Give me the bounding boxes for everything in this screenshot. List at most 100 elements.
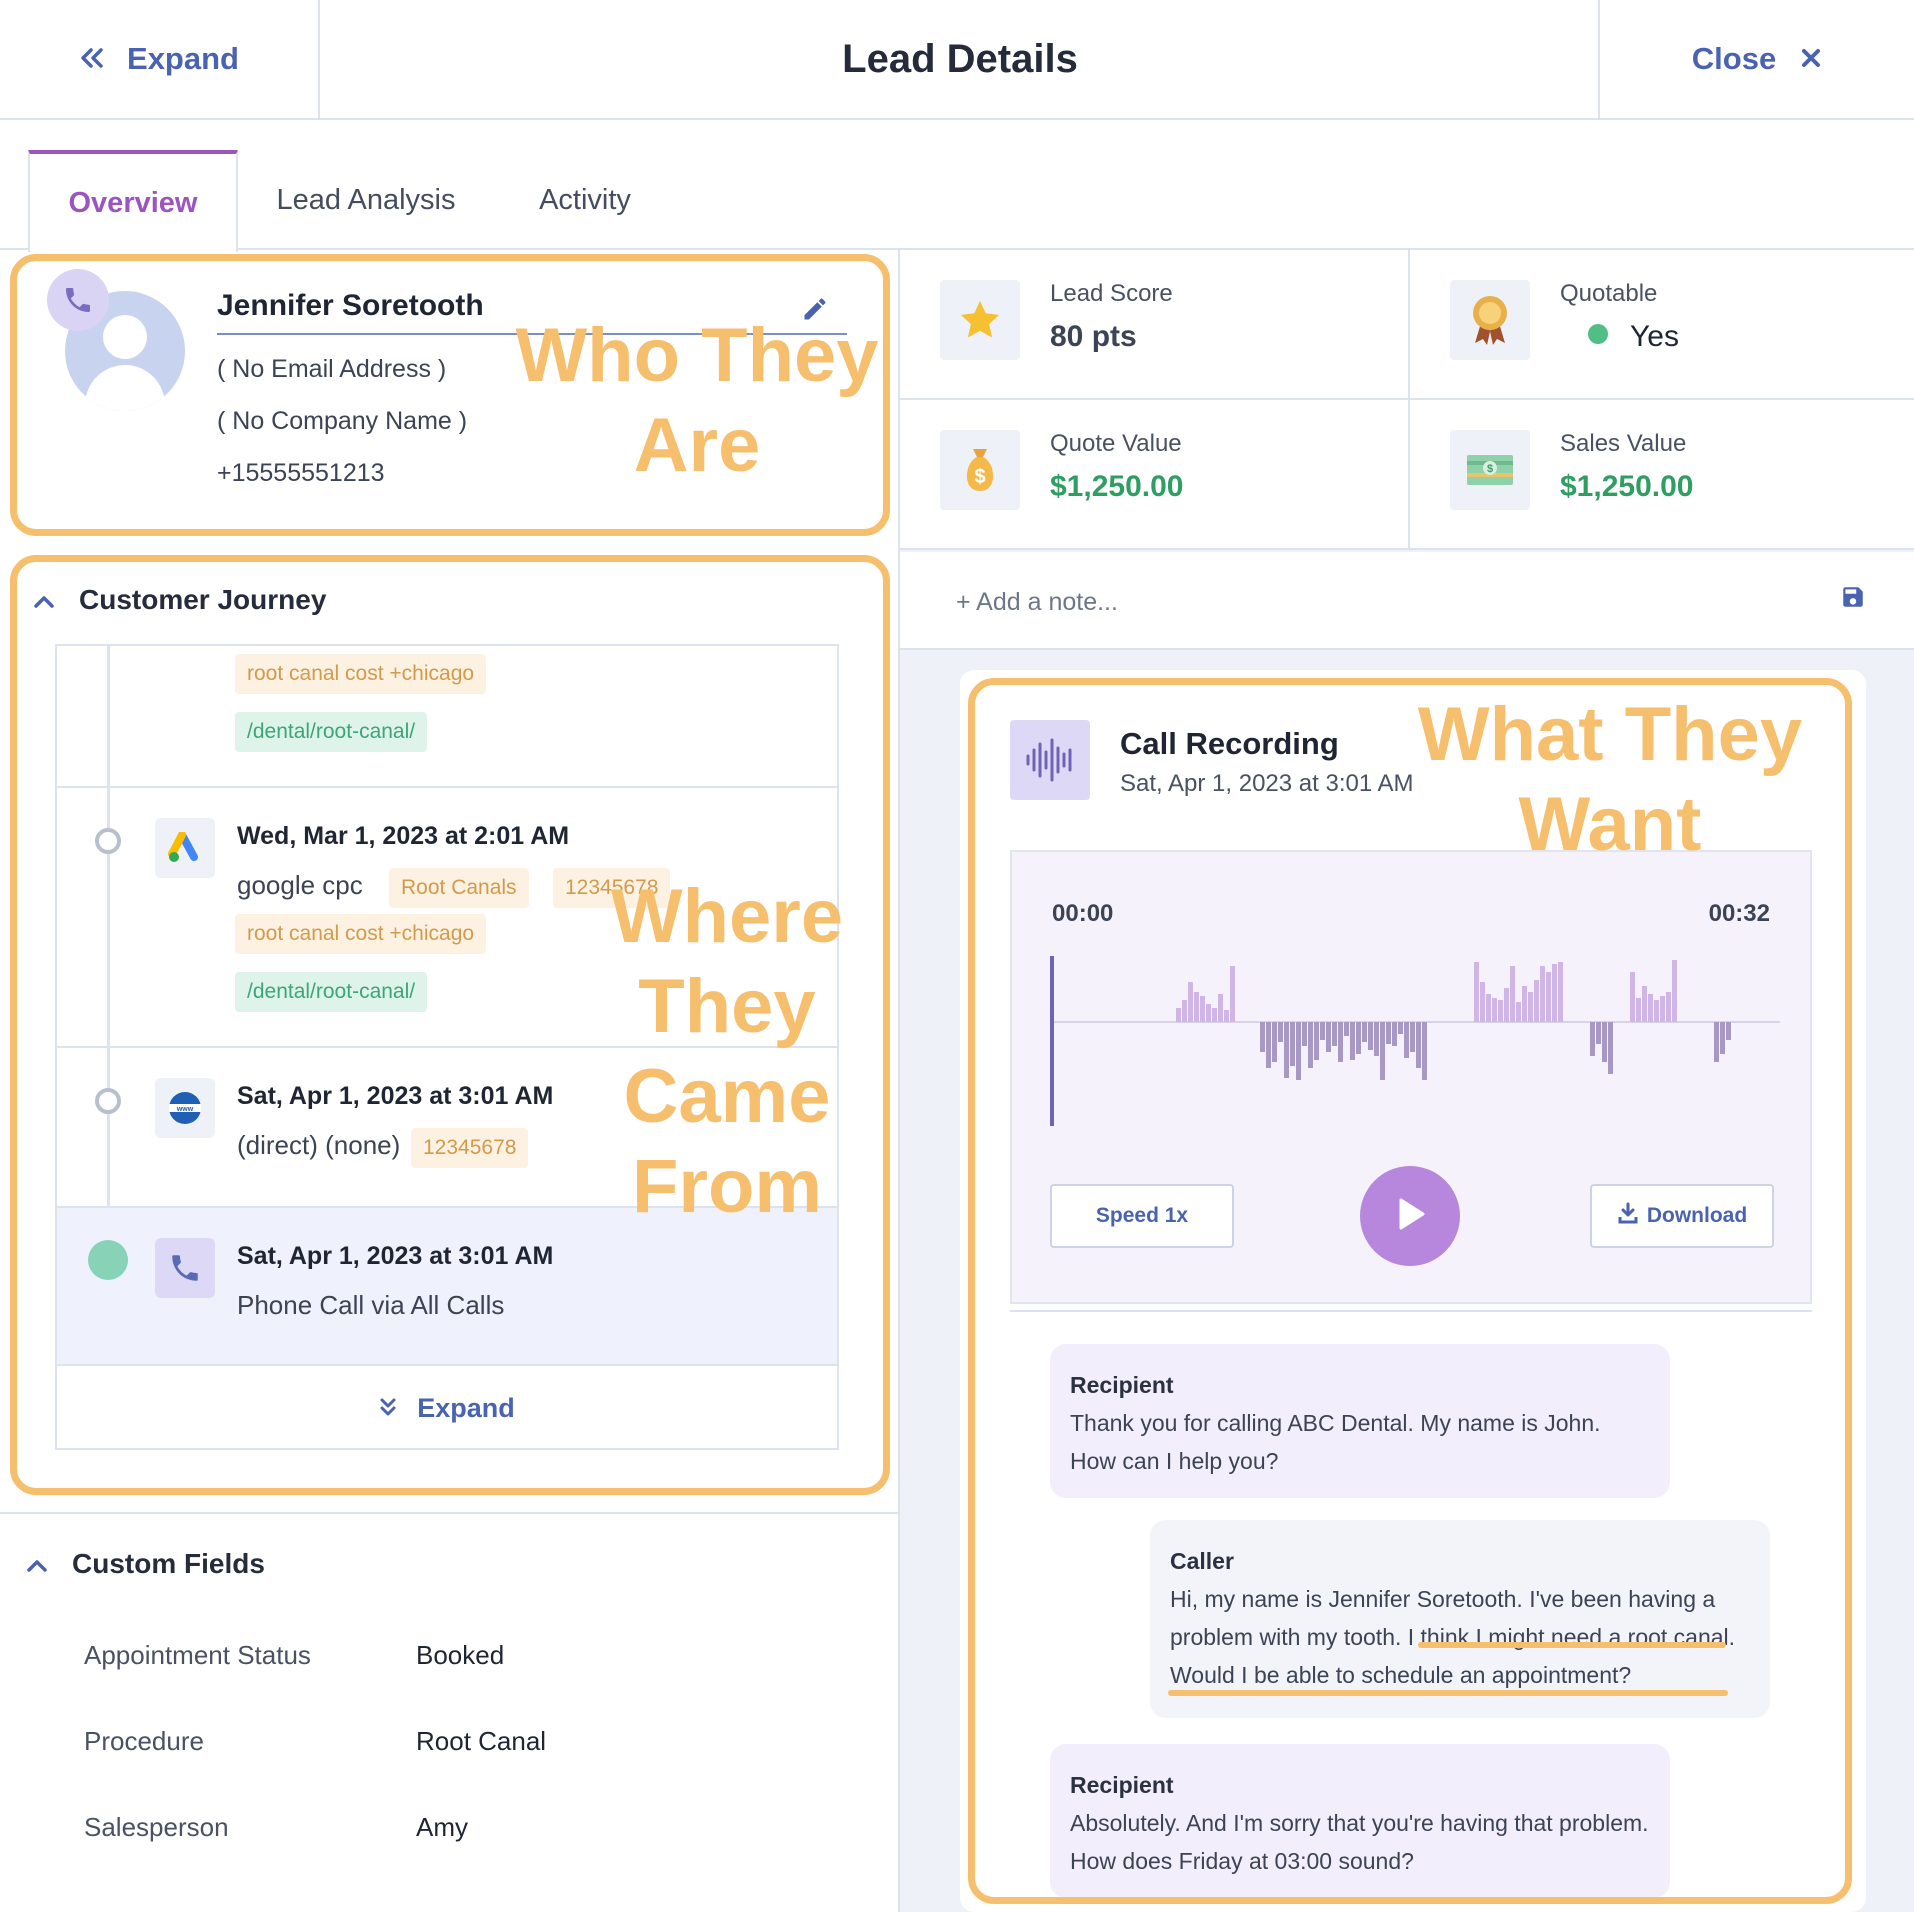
field-value: Amy — [416, 1812, 468, 1842]
customer-journey: Customer Journey root canal cost +chicag… — [10, 555, 890, 1495]
tag: /dental/root-canal/ — [235, 712, 428, 752]
waveform-bar — [1660, 996, 1665, 1022]
waveform-bar — [1540, 966, 1545, 1022]
tab-overview[interactable]: Overview — [28, 150, 238, 252]
phone-icon — [155, 1238, 215, 1298]
journey-source: (direct) (none) — [237, 1130, 401, 1160]
waveform-bar — [1636, 998, 1641, 1022]
award-ribbon-icon — [1450, 280, 1530, 360]
waveform-bar — [1380, 1022, 1385, 1080]
list-item: root canal cost +chicago /dental/root-ca… — [57, 646, 837, 788]
close-label: Close — [1691, 41, 1777, 76]
timeline-dot-current — [88, 1240, 128, 1280]
waveform-bar — [1630, 972, 1635, 1022]
waveform-bar — [1404, 1022, 1409, 1058]
waveform-bar — [1720, 1022, 1725, 1054]
tab-lead-analysis[interactable]: Lead Analysis — [276, 183, 456, 216]
divider — [900, 398, 1914, 400]
download-button[interactable]: Download — [1590, 1184, 1774, 1248]
waveform-bar — [1596, 1022, 1601, 1044]
waveform-bar — [1230, 966, 1235, 1022]
custom-fields-header[interactable]: Custom Fields — [26, 1548, 265, 1580]
highlight-underline — [1168, 1690, 1728, 1696]
waveform-bar — [1486, 994, 1491, 1022]
right-column: Lead Score 80 pts Quotable Yes $ Quote V… — [900, 250, 1914, 1912]
waveform-bar — [1356, 1022, 1361, 1054]
waveform-bar — [1398, 1022, 1403, 1034]
journey-date: Sat, Apr 1, 2023 at 3:01 AM — [237, 1242, 554, 1270]
stat-value: 80 pts — [1050, 320, 1137, 353]
waveform-bar — [1492, 998, 1497, 1022]
waveform-bar — [1422, 1022, 1427, 1080]
contact-email: ( No Email Address ) — [217, 355, 447, 383]
status-dot — [1588, 324, 1608, 344]
custom-fields-title: Custom Fields — [72, 1548, 265, 1579]
waveform-bar — [1200, 996, 1205, 1022]
contact-name[interactable]: Jennifer Soretooth — [217, 289, 847, 335]
svg-text:$: $ — [1487, 463, 1493, 475]
field-label: Procedure — [84, 1726, 204, 1756]
recording-title: Call Recording — [1120, 726, 1339, 761]
waveform-bar — [1726, 1022, 1731, 1040]
waveform-bar — [1602, 1022, 1607, 1062]
speed-label: Speed 1x — [1095, 1204, 1189, 1227]
pencil-icon[interactable] — [801, 295, 829, 331]
add-note-input[interactable] — [956, 582, 1756, 622]
waveform[interactable] — [1050, 956, 1780, 1126]
www-globe-icon: www — [155, 1078, 215, 1138]
waveform-bar — [1654, 1000, 1659, 1022]
play-button[interactable] — [1360, 1166, 1460, 1266]
customer-journey-header[interactable]: Customer Journey — [33, 584, 326, 616]
journey-expand-button[interactable]: Expand — [57, 1366, 837, 1448]
waveform-bar — [1224, 1010, 1229, 1022]
lead-stats: Lead Score 80 pts Quotable Yes $ Quote V… — [900, 250, 1914, 550]
double-chevron-down-icon — [379, 1393, 397, 1424]
waveform-bar — [1212, 1008, 1217, 1022]
waveform-bar — [1368, 1022, 1373, 1050]
waveform-bar — [1284, 1022, 1289, 1078]
waveform-bar — [1714, 1022, 1719, 1062]
waveform-bar — [1498, 1000, 1503, 1022]
field-label: Appointment Status — [84, 1640, 311, 1670]
svg-text:www: www — [176, 1106, 194, 1113]
tag: 12345678 — [553, 868, 671, 908]
field-value: Booked — [416, 1640, 505, 1670]
time-start: 00:00 — [1052, 900, 1114, 927]
phone-icon — [47, 269, 109, 331]
waveform-bar — [1326, 1022, 1331, 1052]
chevron-up-icon — [33, 584, 55, 616]
expand-button[interactable]: Expand — [0, 0, 320, 118]
stat-sales-value: $ Sales Value $1,250.00 — [1410, 400, 1914, 550]
timeline-dot — [95, 828, 121, 854]
list-item: www Sat, Apr 1, 2023 at 3:01 AM (direct)… — [57, 1048, 837, 1208]
list-item: Wed, Mar 1, 2023 at 2:01 AM google cpc R… — [57, 788, 837, 1048]
chevron-up-icon — [26, 1548, 48, 1580]
waveform-bar — [1546, 972, 1551, 1022]
divider — [1408, 250, 1410, 550]
star-icon — [940, 280, 1020, 360]
close-button[interactable]: Close — [1598, 0, 1914, 118]
journey-date: Wed, Mar 1, 2023 at 2:01 AM — [237, 822, 570, 850]
speed-button[interactable]: Speed 1x — [1050, 1184, 1234, 1248]
download-label: Download — [1646, 1204, 1748, 1227]
journey-source: google cpc — [237, 870, 363, 900]
cash-icon: $ — [1450, 430, 1530, 510]
expand-label: Expand — [127, 41, 239, 76]
waveform-bar — [1416, 1022, 1421, 1068]
waveform-bar — [1522, 986, 1527, 1022]
tag: /dental/root-canal/ — [235, 972, 428, 1012]
stat-label: Quotable — [1560, 280, 1658, 307]
field-value: Root Canal — [416, 1726, 547, 1756]
waveform-bar — [1386, 1022, 1391, 1044]
waveform-bar — [1188, 982, 1193, 1022]
journey-date: Sat, Apr 1, 2023 at 3:01 AM — [237, 1082, 554, 1110]
tab-activity[interactable]: Activity — [539, 183, 631, 216]
waveform-bar — [1290, 1022, 1295, 1066]
save-icon[interactable] — [1840, 584, 1866, 615]
field-label: Salesperson — [84, 1812, 229, 1842]
journey-expand-label: Expand — [417, 1392, 515, 1423]
contact-name-text: Jennifer Soretooth — [217, 289, 484, 322]
waveform-bar — [1344, 1022, 1349, 1036]
waveform-bar — [1590, 1022, 1595, 1056]
note-bar — [900, 552, 1914, 650]
